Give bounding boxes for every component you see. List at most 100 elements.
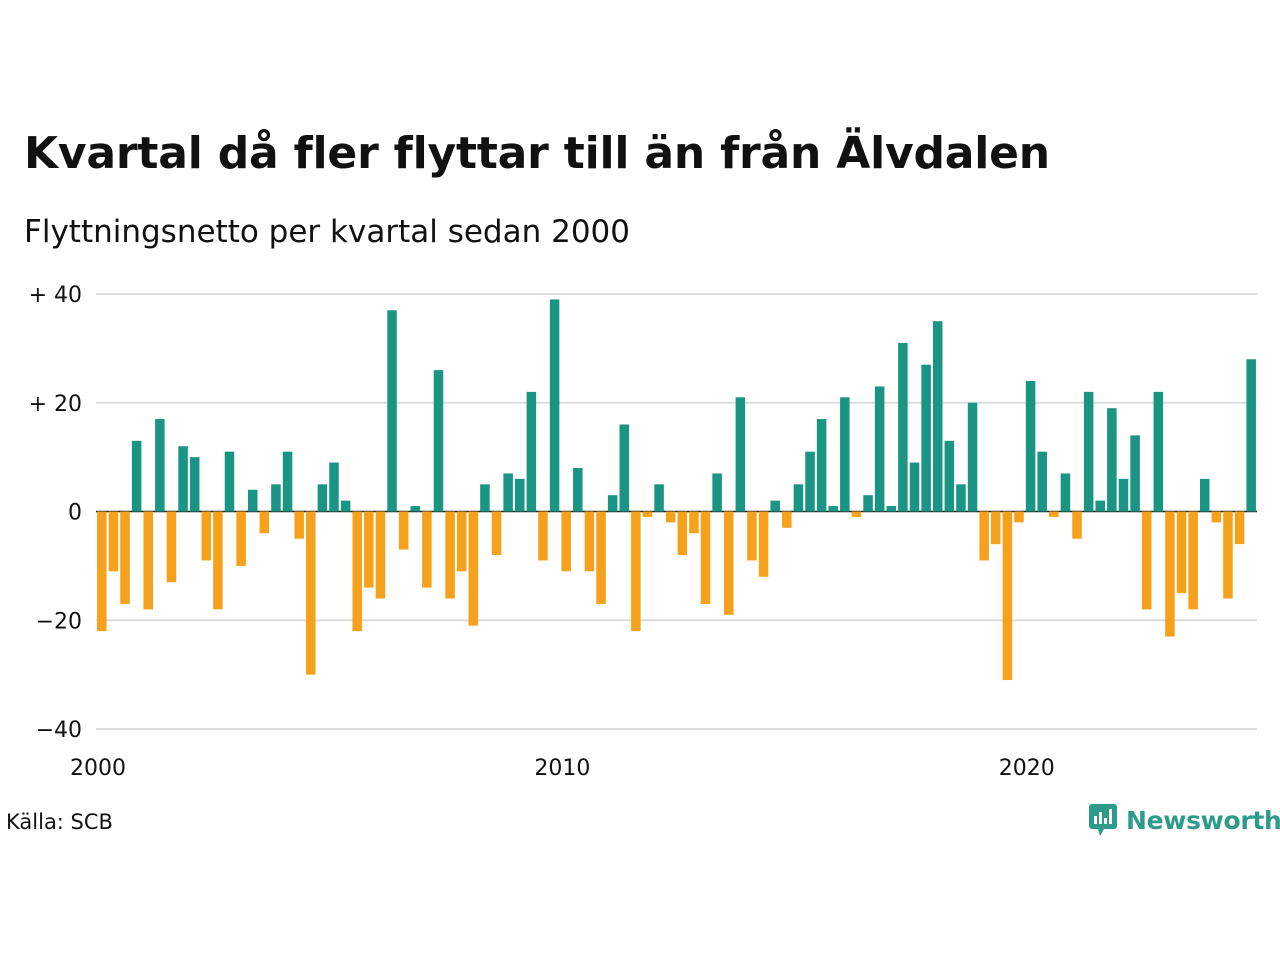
bar: [851, 511, 862, 517]
bar: [294, 511, 304, 539]
bar: [1095, 500, 1106, 512]
bar: [828, 506, 838, 512]
bar: [747, 511, 757, 561]
bar: [782, 511, 792, 528]
bar: [944, 440, 955, 512]
chart-title: Kvartal då fler flyttar till än från Älv…: [24, 128, 1050, 179]
bar: [642, 511, 653, 517]
y-tick-label: + 40: [29, 283, 82, 308]
bar: [561, 511, 571, 572]
bar: [886, 506, 897, 512]
newsworthy-logo-icon: [1089, 804, 1117, 836]
bar: [515, 478, 525, 512]
y-tick-label: 0: [68, 501, 82, 526]
bar: [932, 321, 943, 512]
bar: [840, 397, 850, 512]
y-tick-label: + 20: [29, 392, 82, 417]
bar: [189, 457, 200, 512]
bar: [805, 451, 815, 512]
bar: [712, 473, 722, 512]
bar: [735, 397, 746, 512]
bar: [178, 446, 188, 512]
bar: [1223, 511, 1233, 599]
y-tick-label: −40: [36, 718, 82, 743]
bar: [387, 310, 397, 512]
bar: [456, 511, 467, 572]
bar: [1014, 511, 1024, 523]
bar: [97, 511, 107, 632]
bar: [689, 511, 699, 534]
grid-lines: [96, 293, 1257, 730]
bar: [677, 511, 688, 555]
bar: [1141, 511, 1152, 610]
bar: [1025, 381, 1036, 512]
bar: [573, 468, 583, 512]
bar: [340, 500, 351, 512]
bar: [398, 511, 409, 550]
bar: [306, 511, 316, 675]
bar: [921, 364, 931, 512]
bar: [863, 495, 873, 512]
bar: [596, 511, 606, 604]
bar: [422, 511, 432, 588]
bar: [410, 506, 421, 512]
bar: [282, 451, 293, 512]
bar: [201, 511, 212, 561]
bar: [874, 386, 885, 512]
bar: [213, 511, 223, 610]
bar: [120, 511, 130, 604]
bar: [1199, 478, 1210, 512]
brand-logo: Newsworthy: [1088, 803, 1280, 837]
bar: [1153, 391, 1164, 512]
bar-chart: + 40 + 20 0 −20 −40 2000 2010 2020: [29, 283, 1257, 781]
y-tick-label: −20: [36, 609, 82, 634]
bar: [224, 451, 235, 512]
bar: [723, 511, 734, 615]
bar: [1083, 391, 1094, 512]
bar: [770, 500, 780, 512]
bar: [1211, 511, 1222, 523]
bar: [1188, 511, 1198, 610]
y-axis-ticks: + 40 + 20 0 −20 −40: [29, 283, 82, 743]
bar: [503, 473, 513, 512]
brand-name: Newsworthy: [1126, 805, 1280, 835]
x-tick-label: 2010: [534, 756, 590, 781]
bar: [967, 402, 978, 512]
bar: [1072, 511, 1082, 539]
bar: [631, 511, 641, 632]
chart-subtitle: Flyttningsnetto per kvartal sedan 2000: [24, 214, 630, 250]
bar: [1107, 408, 1117, 512]
bar: [1037, 451, 1047, 512]
bar: [329, 462, 339, 512]
bar: [1165, 511, 1175, 637]
bar: [375, 511, 386, 599]
bar: [654, 484, 664, 512]
bar: [352, 511, 362, 632]
bar: [1002, 511, 1013, 681]
bar: [271, 484, 281, 512]
bar: [1234, 511, 1245, 545]
bar: [236, 511, 246, 566]
bar: [1118, 478, 1129, 512]
bar: [1130, 435, 1140, 512]
x-axis-ticks: 2000 2010 2020: [70, 756, 1055, 781]
bar: [108, 511, 119, 572]
bar: [607, 495, 618, 512]
bar: [526, 391, 537, 512]
bar: [445, 511, 455, 599]
x-tick-label: 2020: [999, 756, 1055, 781]
bar: [131, 440, 142, 512]
bar: [758, 511, 769, 577]
bar: [317, 484, 328, 512]
bar: [259, 511, 270, 534]
bar: [155, 419, 165, 512]
bar: [584, 511, 595, 572]
bar: [909, 462, 920, 512]
bar: [143, 511, 153, 610]
bar: [793, 484, 804, 512]
bar: [549, 299, 560, 512]
source-note: Källa: SCB: [6, 810, 113, 834]
x-tick-label: 2000: [70, 756, 126, 781]
bar: [1176, 511, 1187, 594]
bar: [538, 511, 548, 561]
